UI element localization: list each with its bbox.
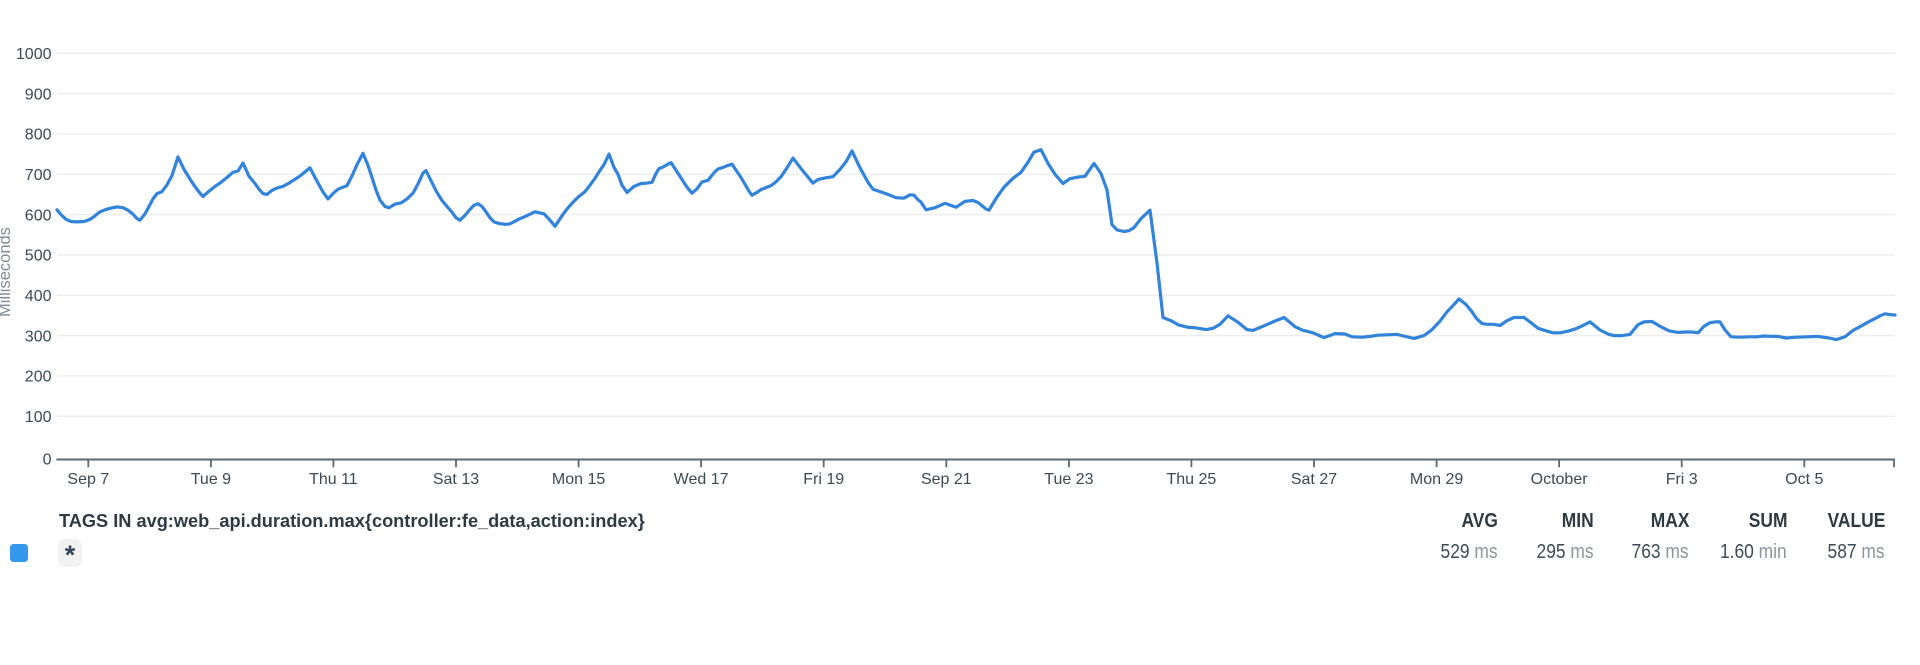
svg-text:900: 900 xyxy=(25,86,52,103)
svg-text:Fri 19: Fri 19 xyxy=(803,471,844,488)
svg-text:500: 500 xyxy=(25,248,52,265)
svg-text:Sat 27: Sat 27 xyxy=(1291,471,1337,488)
svg-text:800: 800 xyxy=(25,127,52,144)
svg-text:Sep 21: Sep 21 xyxy=(921,471,972,488)
svg-text:Tue 9: Tue 9 xyxy=(191,471,231,488)
svg-text:400: 400 xyxy=(25,288,52,305)
svg-text:Sep 7: Sep 7 xyxy=(67,471,109,488)
svg-text:Sat 13: Sat 13 xyxy=(433,471,479,488)
svg-text:October: October xyxy=(1531,471,1589,488)
svg-text:Tue 23: Tue 23 xyxy=(1044,471,1093,488)
svg-text:Thu 11: Thu 11 xyxy=(309,471,358,488)
svg-text:Thu 25: Thu 25 xyxy=(1166,471,1216,488)
svg-text:Fri 3: Fri 3 xyxy=(1666,471,1698,488)
svg-text:Wed 17: Wed 17 xyxy=(674,471,729,488)
svg-text:600: 600 xyxy=(25,207,52,224)
svg-text:700: 700 xyxy=(25,167,52,184)
svg-text:0: 0 xyxy=(43,451,52,468)
svg-text:1000: 1000 xyxy=(16,46,52,63)
svg-text:300: 300 xyxy=(25,328,52,345)
svg-text:Mon 15: Mon 15 xyxy=(552,471,605,488)
svg-text:200: 200 xyxy=(25,369,52,386)
svg-text:Oct 5: Oct 5 xyxy=(1785,471,1823,488)
svg-text:100: 100 xyxy=(25,409,52,426)
svg-text:Mon 29: Mon 29 xyxy=(1410,471,1463,488)
svg-text:Milliseconds: Milliseconds xyxy=(0,227,14,317)
